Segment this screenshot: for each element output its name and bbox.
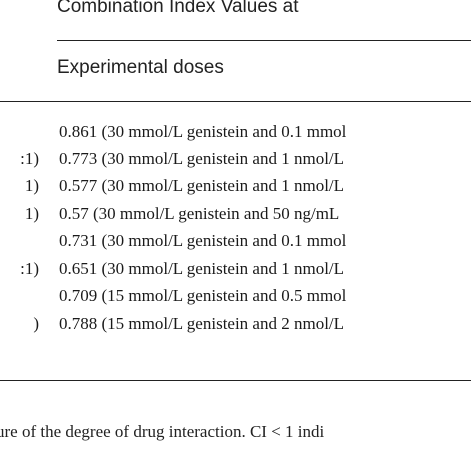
table-cell-ci-value: 0.709 (15 mmol/L genistein and 0.5 mmol <box>59 286 347 305</box>
table-cell-ci-value: 0.788 (15 mmol/L genistein and 2 nmol/L <box>59 314 345 333</box>
table-bottom-rule <box>0 380 471 381</box>
table-cell-ci-value: 0.57 (30 mmol/L genistein and 50 ng/mL <box>59 204 340 223</box>
column-header-subtitle: Experimental doses <box>57 57 224 78</box>
header-divider <box>57 40 471 41</box>
row-label-fragment: :1) <box>20 149 39 168</box>
row-label-fragment: ) <box>33 314 39 333</box>
table-cell-ci-value: 0.651 (30 mmol/L genistein and 1 nmol/L <box>59 259 345 278</box>
table-cell-ci-value: 0.861 (30 mmol/L genistein and 0.1 mmol <box>59 122 347 141</box>
table-cell-ci-value: 0.773 (30 mmol/L genistein and 1 nmol/L <box>59 149 345 168</box>
row-label-fragment: :1) <box>20 259 39 278</box>
table-cell-ci-value: 0.577 (30 mmol/L genistein and 1 nmol/L <box>59 176 345 195</box>
table-header-rule <box>0 101 471 102</box>
table-footnote: ure of the degree of drug interaction. C… <box>0 422 325 441</box>
table-cell-ci-value: 0.731 (30 mmol/L genistein and 0.1 mmol <box>59 231 347 250</box>
row-label-fragment: 1) <box>24 176 39 195</box>
row-label-fragment: 1) <box>24 204 39 223</box>
column-header-title: Combination Index Values at <box>57 0 299 17</box>
